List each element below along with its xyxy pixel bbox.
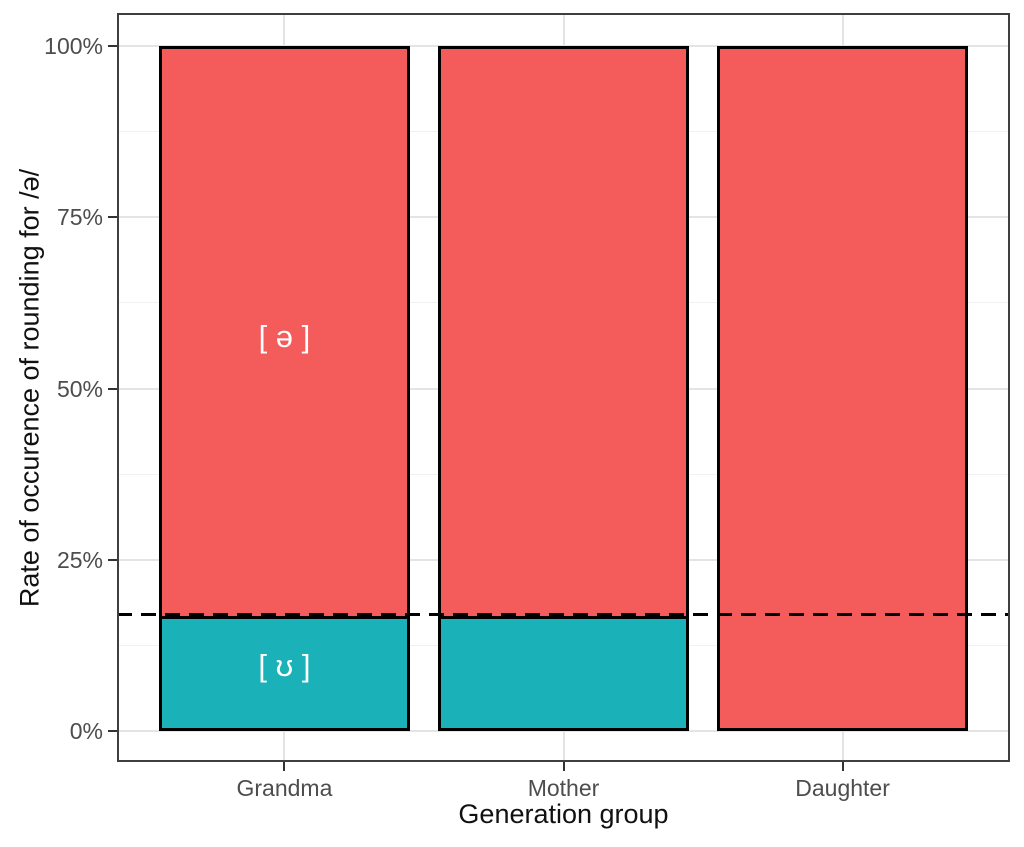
x-axis-tick-mark	[562, 762, 565, 771]
y-axis-tick-mark	[108, 216, 117, 219]
x-axis-tick-label: Mother	[527, 775, 600, 801]
y-axis-tick-label: 50%	[56, 375, 103, 402]
bar-segment-label: [ ʊ ]	[258, 647, 311, 683]
bar-segment-label: [ ə ]	[258, 319, 311, 355]
y-axis-tick-mark	[108, 387, 117, 390]
bar-segment	[158, 46, 411, 618]
bar-segment-divider	[437, 616, 690, 620]
y-axis-tick-label: 25%	[56, 546, 103, 573]
x-axis-tick-label: Daughter	[795, 775, 890, 801]
panel-border	[117, 13, 1010, 762]
plot-panel: [ ə ] [ ʊ ]	[117, 13, 1010, 762]
bar-outline	[716, 46, 969, 731]
bar-outline	[437, 46, 690, 731]
x-axis-tick-mark	[841, 762, 844, 771]
y-axis-tick-mark	[108, 558, 117, 561]
bar-segment	[437, 46, 690, 618]
x-axis-tick-mark	[283, 762, 286, 771]
y-axis-tick-mark	[108, 730, 117, 732]
y-axis-tick-mark	[108, 45, 117, 47]
bar-segment	[716, 46, 969, 731]
x-axis-title: Generation group	[458, 799, 669, 829]
y-axis-tick-label: 0%	[69, 718, 103, 744]
y-axis-tick-label: 75%	[56, 204, 103, 231]
reference-dashed-line	[117, 613, 1010, 617]
y-axis-tick-label: 100%	[44, 33, 103, 59]
bar-segment-divider	[158, 616, 411, 620]
x-axis-tick-label: Grandma	[236, 775, 333, 801]
bar-segment	[437, 617, 690, 731]
bar-outline	[158, 46, 411, 731]
bar-segment	[158, 617, 411, 731]
